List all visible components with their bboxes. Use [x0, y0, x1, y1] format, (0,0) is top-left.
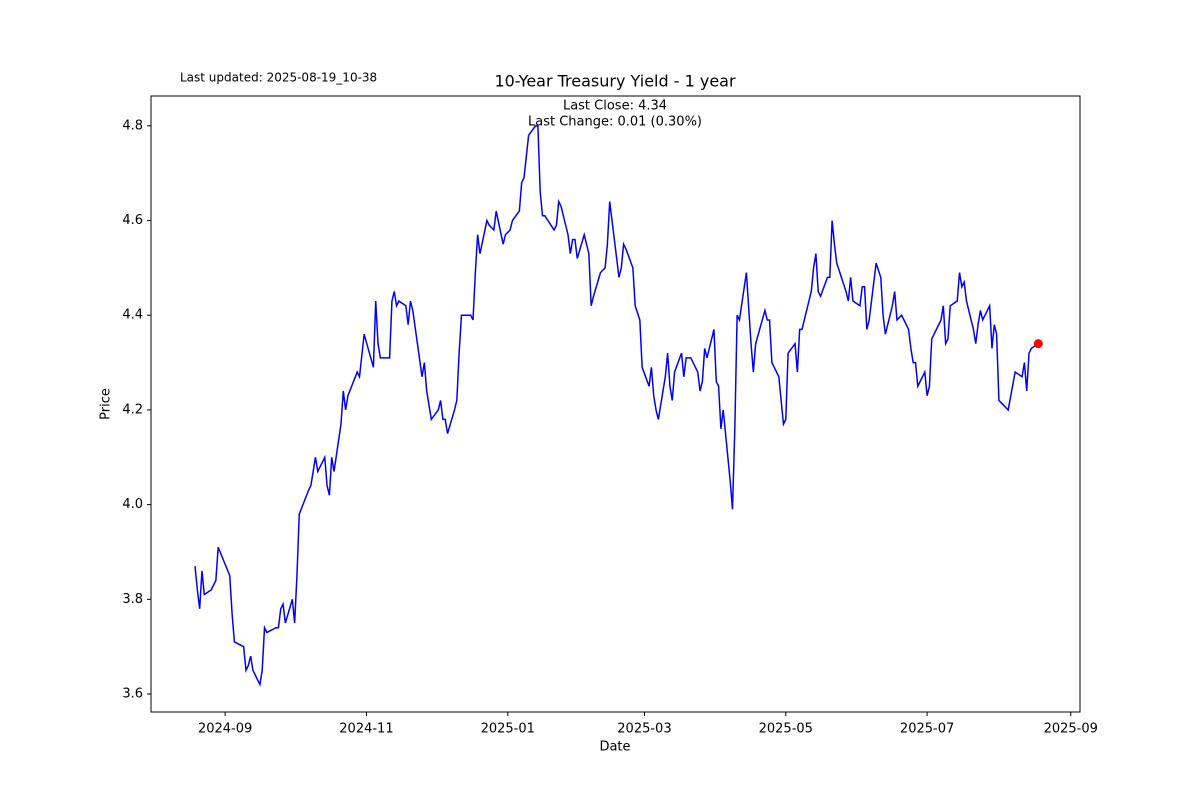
x-tick-label: 2025-09 — [1044, 722, 1098, 737]
y-tick-label: 4.4 — [122, 308, 143, 323]
plot-frame — [150, 95, 1081, 713]
x-tick-label: 2025-03 — [617, 722, 671, 737]
x-tick-label: 2024-09 — [198, 722, 252, 737]
y-tick-label: 3.6 — [122, 687, 143, 702]
x-tick-label: 2024-11 — [339, 722, 393, 737]
annotation: Last Close: 4.34 — [563, 99, 667, 114]
y-tick-label: 4.2 — [122, 402, 143, 417]
y-tick-label: 3.8 — [122, 592, 143, 607]
last-updated: Last updated: 2025-08-19_10-38 — [180, 71, 377, 85]
y-tick-label: 4.0 — [122, 497, 143, 512]
y-tick-label: 4.8 — [122, 118, 143, 133]
line — [194, 125, 1039, 687]
x-tick-label: 2025-05 — [759, 722, 813, 737]
x-axis-label: Date — [599, 740, 630, 755]
x-tick-label: 2025-01 — [481, 722, 535, 737]
y-axis-label: Price — [99, 388, 114, 420]
x-tick-label: 2025-07 — [900, 722, 954, 737]
annotation: Last Change: 0.01 (0.30%) — [528, 115, 702, 130]
last-point — [1033, 339, 1043, 349]
y-tick-label: 4.6 — [122, 213, 143, 228]
chart-title: 10-Year Treasury Yield - 1 year — [494, 72, 736, 91]
